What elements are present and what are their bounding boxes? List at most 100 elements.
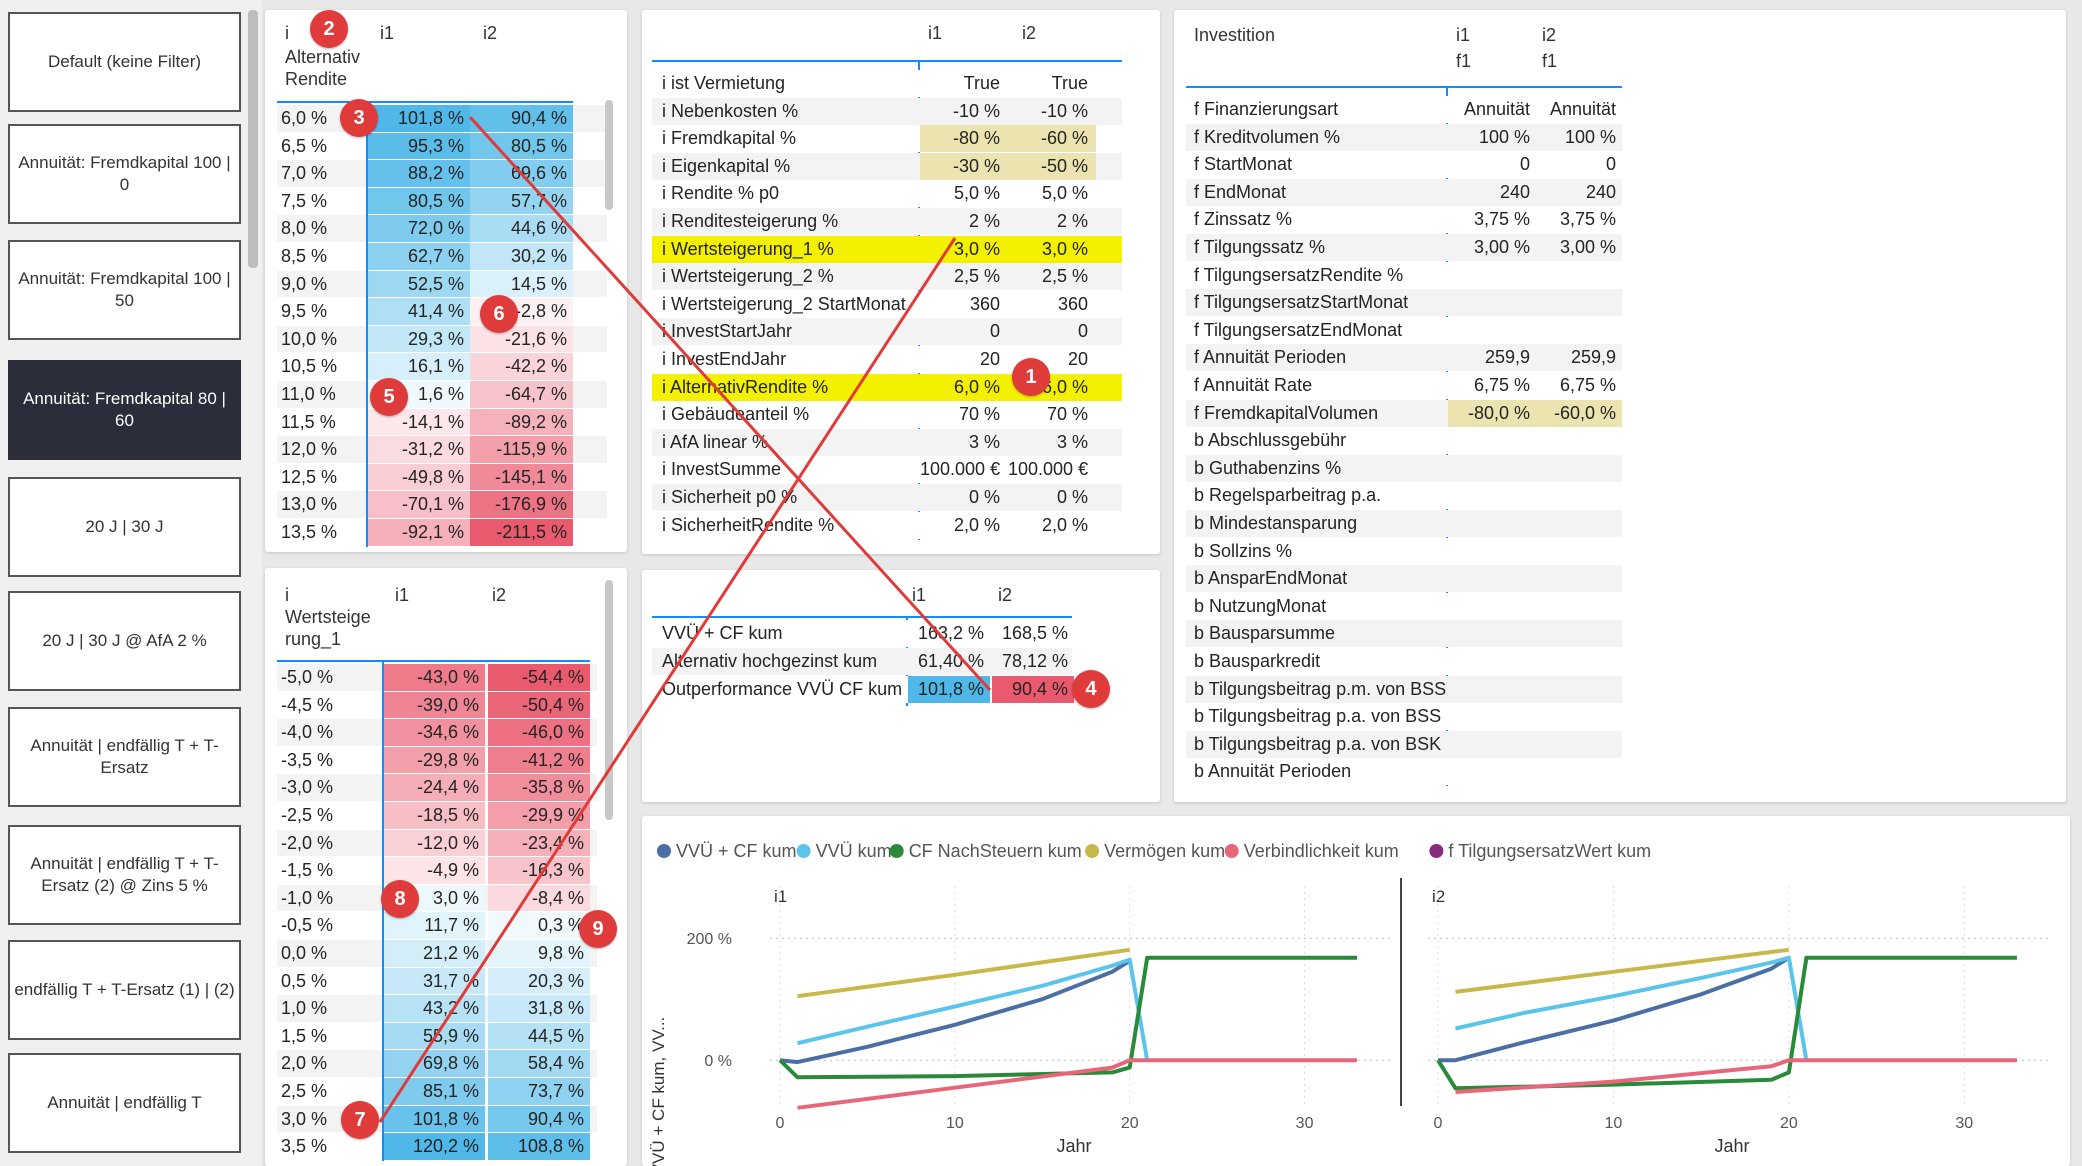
financing-value[interactable] <box>1448 565 1536 592</box>
financing-value[interactable] <box>1536 482 1622 509</box>
financing-value[interactable] <box>1448 482 1536 509</box>
value-cell[interactable]: 88,2 % <box>367 160 470 187</box>
value-cell[interactable]: -12,0 % <box>383 829 485 857</box>
slicer-button[interactable]: Annuität: Fremdkapital 100 | 50 <box>8 240 241 340</box>
financing-value[interactable]: 240 <box>1585 181 1616 202</box>
series-line[interactable] <box>1455 947 1790 994</box>
value-cell[interactable]: 69,6 % <box>470 160 573 187</box>
financing-value[interactable] <box>1448 317 1536 344</box>
financing-value[interactable] <box>1448 676 1536 703</box>
financing-value[interactable] <box>1448 262 1536 289</box>
value-cell[interactable]: -176,9 % <box>470 491 573 518</box>
param-value[interactable]: 2,0 % <box>1041 514 1088 535</box>
param-value[interactable]: 2 % <box>968 211 1000 231</box>
value-cell[interactable]: 108,8 % <box>488 1133 590 1160</box>
value-cell[interactable]: -24,4 % <box>383 774 485 801</box>
param-value[interactable]: 0 % <box>1056 487 1088 507</box>
value-cell[interactable]: 21,2 % <box>383 940 485 967</box>
financing-value[interactable]: 6,75 % <box>1559 375 1616 395</box>
param-value[interactable]: -60 % <box>1008 125 1096 153</box>
param-value[interactable]: 5,0 % <box>953 183 1000 204</box>
param-value[interactable]: -50 % <box>1008 152 1096 180</box>
param-value[interactable]: 20 <box>1067 349 1088 369</box>
summary-value[interactable]: 78,12 % <box>1001 651 1068 671</box>
value-cell[interactable]: -211,5 % <box>470 519 573 546</box>
financing-value[interactable]: 0 <box>1605 154 1616 175</box>
legend-entry[interactable]: f TilgungsersatzWert kum <box>1448 841 1651 861</box>
param-value[interactable]: 100.000 € <box>920 459 1001 480</box>
value-cell[interactable]: 44,5 % <box>488 1022 590 1050</box>
value-cell[interactable]: -41,2 % <box>488 746 590 774</box>
financing-value[interactable] <box>1448 758 1536 785</box>
value-cell[interactable]: -54,4 % <box>488 664 590 691</box>
value-cell[interactable]: 58,4 % <box>488 1050 590 1077</box>
param-value[interactable]: 2,5 % <box>1041 266 1088 287</box>
financing-value[interactable] <box>1536 289 1622 316</box>
value-cell[interactable]: 90,4 % <box>488 1105 590 1133</box>
value-cell[interactable]: 16,1 % <box>367 353 470 380</box>
summary-value[interactable]: 90,4 % <box>992 676 1074 703</box>
slicer-button[interactable]: Annuität | endfällig T + T-Ersatz <box>8 707 241 807</box>
value-cell[interactable]: 62,7 % <box>367 243 470 270</box>
param-value[interactable]: 2 % <box>1056 211 1088 231</box>
param-value[interactable]: True <box>1051 73 1088 93</box>
value-cell[interactable]: 120,2 % <box>383 1133 485 1160</box>
param-value[interactable]: 100.000 € <box>1008 459 1089 480</box>
param-value[interactable]: 3,0 % <box>1041 238 1088 259</box>
value-cell[interactable]: -18,5 % <box>383 802 485 829</box>
value-cell[interactable]: -31,2 % <box>367 436 470 463</box>
slicer-button[interactable]: Annuität: Fremdkapital 100 | 0 <box>8 124 241 224</box>
financing-value[interactable]: 0 <box>1519 154 1530 175</box>
param-value[interactable]: -30 % <box>920 152 1008 180</box>
value-cell[interactable]: 101,8 % <box>383 1105 485 1133</box>
financing-value[interactable] <box>1536 565 1622 592</box>
financing-value[interactable]: 100 % <box>1564 126 1616 147</box>
param-value[interactable]: 0 <box>1077 321 1088 342</box>
slicer-button[interactable]: Annuität | endfällig T <box>8 1053 241 1153</box>
series-line[interactable] <box>1438 956 1790 1063</box>
matrix1-scrollbar[interactable] <box>605 100 613 210</box>
financing-value[interactable] <box>1536 620 1622 647</box>
param-value[interactable]: 3 % <box>1056 431 1088 452</box>
value-cell[interactable]: 29,3 % <box>367 325 470 353</box>
value-cell[interactable]: 52,5 % <box>367 270 470 298</box>
series-line[interactable] <box>1436 955 2017 1091</box>
summary-value[interactable]: 163,2 % <box>917 623 984 643</box>
param-value[interactable]: True <box>963 73 1000 93</box>
value-cell[interactable]: 72,0 % <box>367 215 470 242</box>
financing-value[interactable]: 100 % <box>1478 126 1530 147</box>
legend-entry[interactable]: CF NachSteuern kum <box>909 841 1082 861</box>
value-cell[interactable]: 14,5 % <box>470 270 573 298</box>
financing-value[interactable]: 3,75 % <box>1473 209 1530 230</box>
legend-entry[interactable]: Vermögen kum <box>1104 841 1225 861</box>
summary-value[interactable]: 61,40 % <box>917 651 984 671</box>
value-cell[interactable]: 95,3 % <box>367 132 470 160</box>
value-cell[interactable]: -92,1 % <box>367 519 470 546</box>
slicer-button[interactable]: endfällig T + T-Ersatz (1) | (2) <box>8 940 241 1040</box>
value-cell[interactable]: -42,2 % <box>470 353 573 380</box>
financing-value[interactable]: 240 <box>1499 181 1530 202</box>
slicer-button[interactable]: 20 J | 30 J <box>8 477 241 577</box>
param-value[interactable]: 70 % <box>958 404 1000 425</box>
param-value[interactable]: 2,5 % <box>953 266 1000 287</box>
value-cell[interactable]: -16,3 % <box>488 857 590 884</box>
value-cell[interactable]: -50,4 % <box>488 691 590 719</box>
financing-value[interactable]: -80,0 % <box>1448 399 1536 427</box>
financing-value[interactable] <box>1448 648 1536 675</box>
matrix2-scrollbar[interactable] <box>605 580 613 820</box>
value-cell[interactable]: -29,9 % <box>488 802 590 829</box>
financing-value[interactable] <box>1536 758 1622 785</box>
param-value[interactable]: 20 <box>979 349 1000 369</box>
financing-value[interactable] <box>1536 593 1622 620</box>
value-cell[interactable]: 55,9 % <box>383 1022 485 1050</box>
param-value[interactable]: 360 <box>969 293 1000 314</box>
value-cell[interactable]: 30,2 % <box>470 243 573 270</box>
financing-value[interactable] <box>1448 731 1536 758</box>
legend-entry[interactable]: Verbindlichkeit kum <box>1244 841 1399 861</box>
value-cell[interactable]: -43,0 % <box>383 664 485 691</box>
value-cell[interactable]: 90,4 % <box>470 105 573 132</box>
param-value[interactable]: 5,0 % <box>1041 183 1088 204</box>
value-cell[interactable]: 73,7 % <box>488 1078 590 1105</box>
param-value[interactable]: -10 % <box>1040 100 1088 121</box>
financing-value[interactable] <box>1448 455 1536 482</box>
